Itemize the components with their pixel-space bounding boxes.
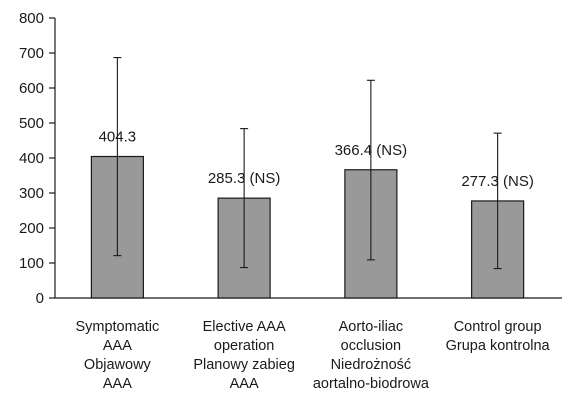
category-label-line: Planowy zabieg: [193, 357, 295, 373]
category-label-line: occlusion: [341, 338, 401, 354]
y-tick-label: 600: [19, 80, 44, 97]
y-tick-label: 400: [19, 150, 44, 167]
y-tick-label: 700: [19, 45, 44, 62]
y-tick-label: 800: [19, 10, 44, 27]
data-label: 277.3 (NS): [461, 173, 534, 190]
category-label-line: Symptomatic: [75, 319, 159, 335]
category-label-line: AAA: [103, 376, 132, 392]
y-tick-label: 100: [19, 255, 44, 272]
category-label-line: Niedrożność: [331, 357, 412, 373]
category-label-line: aortalno-biodrowa: [313, 376, 430, 392]
y-tick-label: 200: [19, 220, 44, 237]
category-label: Elective AAA operation Planowy zabieg AAA: [193, 319, 295, 392]
category-label-line: Elective AAA: [203, 319, 286, 335]
category-label: Aorto-iliac occlusion Niedrożność aortalno-…: [313, 319, 430, 392]
category-label-line: Control group: [454, 319, 542, 335]
bars: [90, 56, 525, 299]
category-label-line: AAA: [230, 376, 259, 392]
y-tick-label: 300: [19, 185, 44, 202]
category-label-line: Objawowy: [84, 357, 152, 373]
y-tick-label: 500: [19, 115, 44, 132]
data-label: 404.3: [99, 128, 137, 145]
category-label: Control group Grupa kontrolna: [446, 319, 551, 354]
labels: 0 100 200 300 400 500 600 700 800 404.3 Symptomati…: [19, 10, 551, 392]
category-label-line: Aorto-iliac: [339, 319, 403, 335]
category-label-line: operation: [214, 338, 274, 354]
category-label-line: AAA: [103, 338, 132, 354]
category-label-line: Grupa kontrolna: [446, 338, 551, 354]
y-tick-label: 0: [36, 290, 44, 307]
data-label: 366.4 (NS): [335, 142, 408, 159]
category-label: Symptomatic AAA Objawowy AAA: [75, 319, 159, 392]
data-label: 285.3 (NS): [208, 170, 281, 187]
